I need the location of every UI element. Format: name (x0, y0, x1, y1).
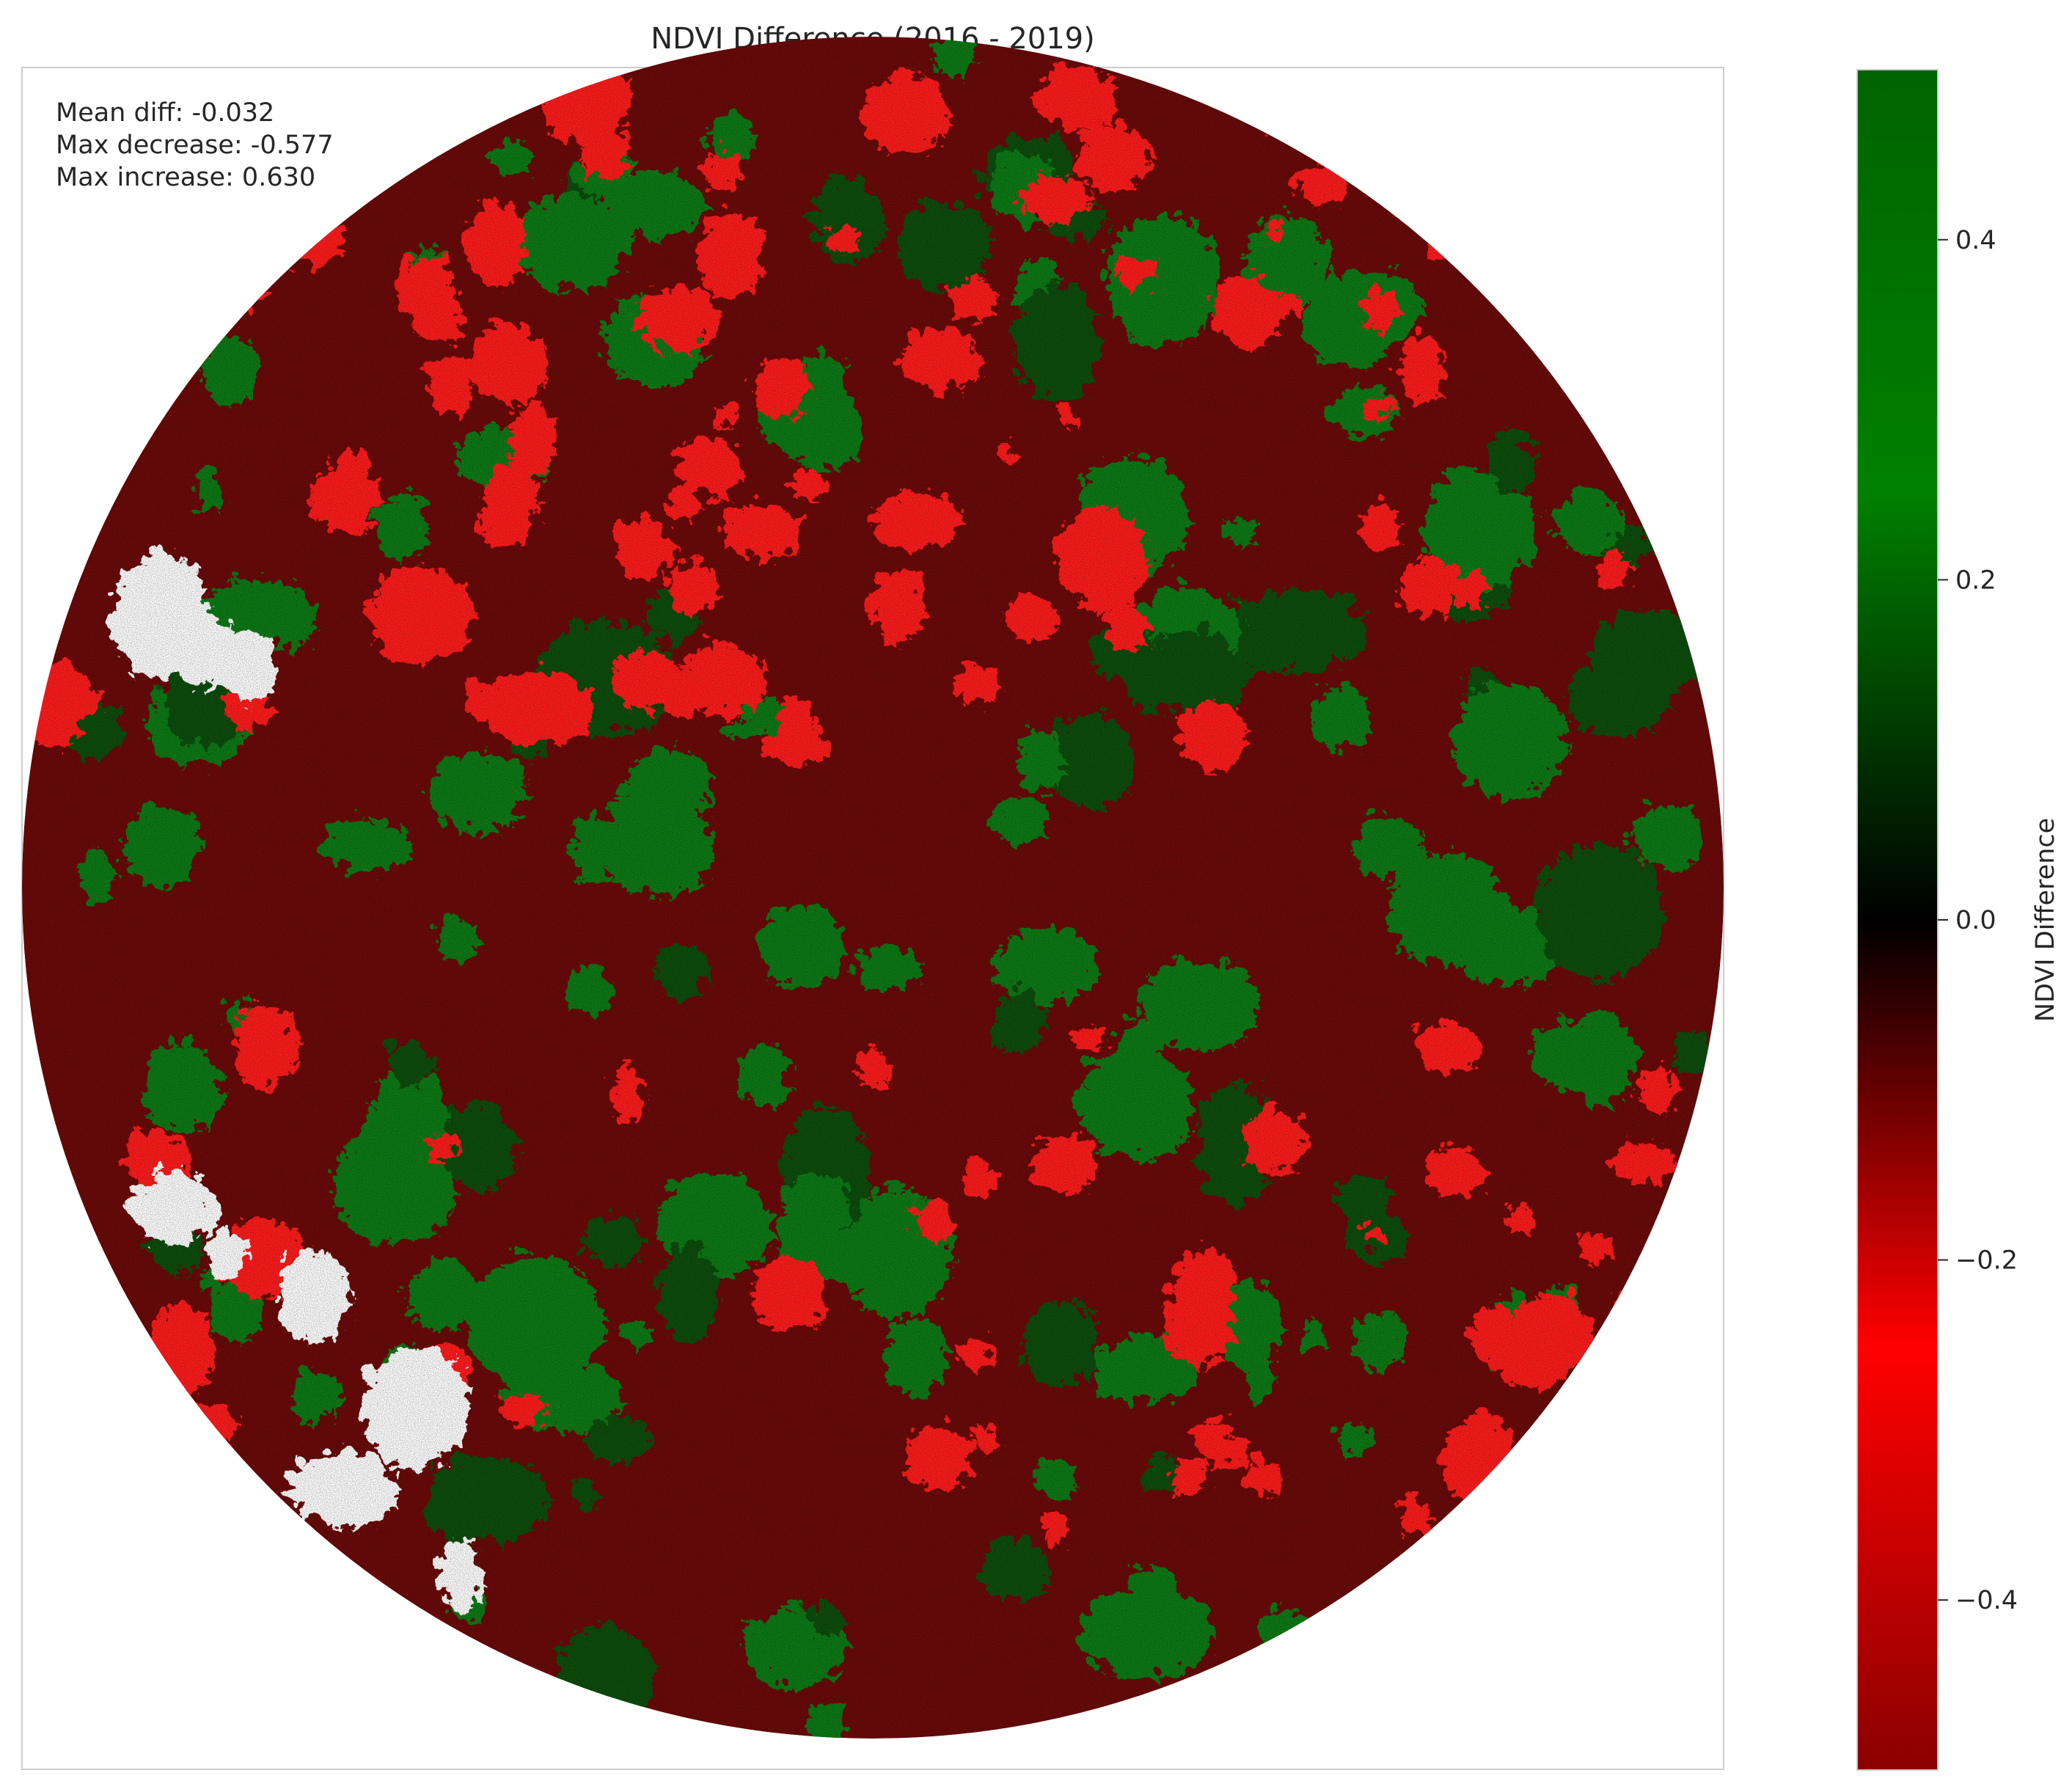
map-patch (50, 273, 124, 345)
colorbar-tick-label: −0.4 (1955, 1586, 2018, 1615)
map-patch (1436, 1513, 1499, 1568)
map-patch (46, 1383, 117, 1462)
stat-max-decrease: Max decrease: -0.577 (56, 131, 334, 160)
map-patch (299, 1603, 390, 1669)
map-patch (54, 358, 89, 413)
map-patch (1248, 92, 1278, 126)
ndvi-map-disc (22, 37, 1724, 1739)
colorbar-tick-label: 0.2 (1955, 566, 1996, 595)
map-patch (149, 310, 164, 336)
colorbar: 0.4 0.2 0.0 −0.2 −0.4 NDVI Difference (1856, 69, 2060, 1771)
map-patch (211, 260, 260, 306)
colorbar-tick-label: 0.4 (1955, 226, 1996, 255)
colorbar-label: NDVI Difference (2031, 818, 2060, 1022)
stat-mean-diff: Mean diff: -0.032 (56, 98, 274, 128)
map-patch (1435, 103, 1461, 145)
map-texture (22, 37, 1724, 1739)
stat-max-increase: Max increase: 0.630 (56, 163, 315, 192)
colorbar-ticks: 0.4 0.2 0.0 −0.2 −0.4 (1938, 226, 2018, 1615)
colorbar-tick-label: 0.0 (1955, 906, 1996, 935)
map-patch (1650, 94, 1687, 127)
colorbar-tick-label: −0.2 (1955, 1246, 2018, 1276)
map-patch (103, 250, 138, 290)
map-patch (1468, 52, 1528, 141)
stats-annotation: Mean diff: -0.032 Max decrease: -0.577 M… (56, 98, 334, 192)
colorbar-bar (1856, 69, 1939, 1771)
